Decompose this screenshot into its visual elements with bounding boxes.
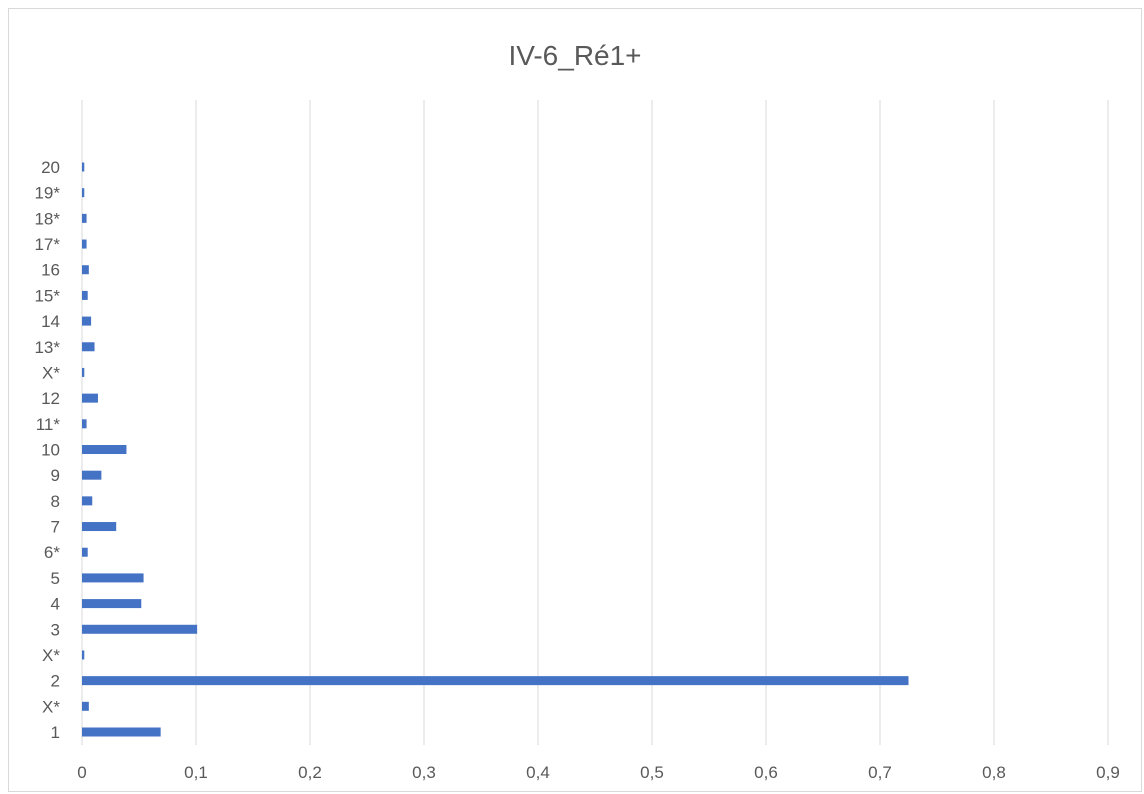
bar xyxy=(82,213,87,223)
y-tick-label: X* xyxy=(42,646,60,665)
x-tick-label: 0,3 xyxy=(412,763,436,782)
gridlines xyxy=(81,100,1109,745)
bar xyxy=(82,573,144,583)
y-tick-label: 15* xyxy=(34,286,60,305)
y-tick-label: 3 xyxy=(51,620,60,639)
x-tick-label: 0,9 xyxy=(1096,763,1120,782)
bars xyxy=(82,162,909,737)
x-tick-label: 0,6 xyxy=(754,763,778,782)
y-tick-label: 6* xyxy=(44,543,60,562)
bar xyxy=(82,650,85,660)
bar xyxy=(82,290,88,300)
bar xyxy=(82,162,85,172)
x-tick-label: 0,5 xyxy=(640,763,664,782)
y-tick-label: 14 xyxy=(41,312,60,331)
bar xyxy=(82,265,89,275)
y-tick-label: 9 xyxy=(51,466,60,485)
bar xyxy=(82,239,87,249)
x-tick-label: 0,7 xyxy=(868,763,892,782)
y-tick-label: X* xyxy=(42,363,60,382)
bar xyxy=(82,393,98,403)
y-axis-labels: 1 X* 2 X* 3 4 5 6* 7 8 9 10 11* 12 X* 13* 14 15* 16 17* 18* 1… xyxy=(34,158,60,742)
x-axis-labels: 0 0,1 0,2 0,3 0,4 0,5 0,6 0,7 0,8 0,9 xyxy=(77,763,1120,782)
y-tick-label: 20 xyxy=(41,158,60,177)
y-tick-label: X* xyxy=(42,697,60,716)
y-tick-label: 11* xyxy=(36,415,61,434)
bar xyxy=(82,522,117,532)
x-tick-label: 0,2 xyxy=(298,763,322,782)
chart-frame xyxy=(8,8,1142,792)
x-tick-label: 0,1 xyxy=(184,763,208,782)
bar xyxy=(82,599,142,609)
bar xyxy=(82,419,87,429)
y-tick-label: 17* xyxy=(34,235,60,254)
y-tick-label: 13* xyxy=(34,338,60,357)
bar xyxy=(82,676,909,686)
bar xyxy=(82,727,161,737)
y-tick-label: 18* xyxy=(34,209,60,228)
bar xyxy=(82,316,92,326)
bar xyxy=(82,367,85,377)
chart-title: IV-6_Ré1+ xyxy=(508,40,642,71)
y-tick-label: 2 xyxy=(51,672,60,691)
bar xyxy=(82,188,85,198)
bar xyxy=(82,701,89,711)
y-tick-label: 19* xyxy=(34,184,60,203)
y-tick-label: 5 xyxy=(51,569,60,588)
y-tick-label: 7 xyxy=(51,518,60,537)
bar xyxy=(82,624,198,634)
y-tick-label: 8 xyxy=(51,492,60,511)
y-tick-label: 10 xyxy=(41,441,60,460)
y-tick-label: 4 xyxy=(51,595,60,614)
bar xyxy=(82,342,95,352)
bar xyxy=(82,496,93,506)
y-tick-label: 1 xyxy=(51,723,60,742)
y-tick-label: 12 xyxy=(41,389,60,408)
bar xyxy=(82,445,127,454)
bar xyxy=(82,470,102,480)
x-tick-label: 0 xyxy=(77,763,86,782)
x-tick-label: 0,8 xyxy=(982,763,1006,782)
x-tick-label: 0,4 xyxy=(526,763,550,782)
y-tick-label: 16 xyxy=(41,261,60,280)
bar xyxy=(82,547,88,557)
